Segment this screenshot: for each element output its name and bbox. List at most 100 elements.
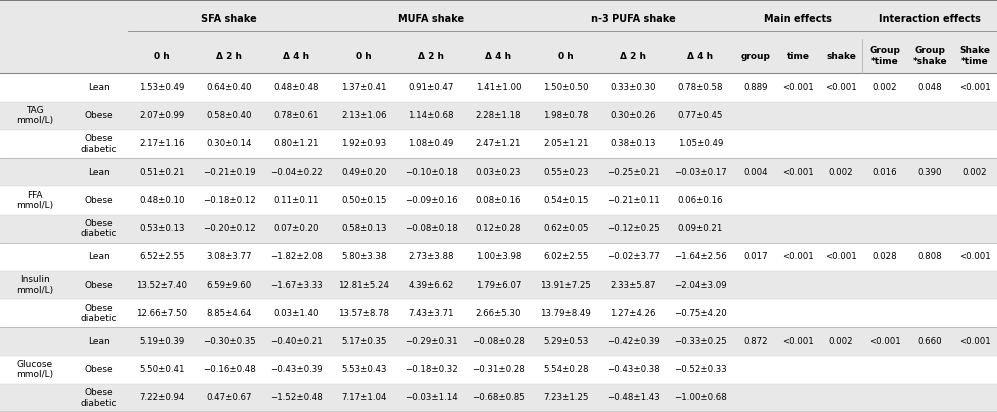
Text: 1.98±0.78: 1.98±0.78 xyxy=(543,111,588,120)
Text: −0.25±0.21: −0.25±0.21 xyxy=(607,168,660,177)
Text: 5.19±0.39: 5.19±0.39 xyxy=(140,337,184,346)
Text: −2.04±3.09: −2.04±3.09 xyxy=(674,281,727,290)
Text: 6.02±2.55: 6.02±2.55 xyxy=(543,252,588,261)
Text: 13.52±7.40: 13.52±7.40 xyxy=(137,281,187,290)
Text: <0.001: <0.001 xyxy=(959,83,990,92)
Text: 2.17±1.16: 2.17±1.16 xyxy=(140,140,184,148)
Text: <0.001: <0.001 xyxy=(959,252,990,261)
Bar xyxy=(0,186,997,215)
Text: Lean: Lean xyxy=(88,83,110,92)
Text: 0.38±0.13: 0.38±0.13 xyxy=(610,140,656,148)
Text: Obese: Obese xyxy=(85,111,113,120)
Text: −0.52±0.33: −0.52±0.33 xyxy=(674,365,727,374)
Text: <0.001: <0.001 xyxy=(783,337,815,346)
Text: Obese: Obese xyxy=(85,365,113,374)
Text: Δ 2 h: Δ 2 h xyxy=(216,52,242,61)
Text: 0.06±0.16: 0.06±0.16 xyxy=(678,196,723,205)
Text: 1.05±0.49: 1.05±0.49 xyxy=(678,140,723,148)
Text: Lean: Lean xyxy=(88,252,110,261)
Text: Insulin
mmol/L): Insulin mmol/L) xyxy=(16,275,53,295)
Text: shake: shake xyxy=(827,52,855,61)
Text: 2.28±1.18: 2.28±1.18 xyxy=(476,111,521,120)
Text: TAG
mmol/L): TAG mmol/L) xyxy=(16,106,53,126)
Text: 0 h: 0 h xyxy=(154,52,169,61)
Text: −1.82±2.08: −1.82±2.08 xyxy=(270,252,323,261)
Text: 0 h: 0 h xyxy=(558,52,573,61)
Text: 0.12±0.28: 0.12±0.28 xyxy=(476,224,521,233)
Text: 0.048: 0.048 xyxy=(917,83,942,92)
Text: Obese
diabetic: Obese diabetic xyxy=(81,388,117,407)
Text: 1.41±1.00: 1.41±1.00 xyxy=(476,83,521,92)
Text: Obese: Obese xyxy=(85,281,113,290)
Text: −0.18±0.32: −0.18±0.32 xyxy=(405,365,458,374)
Text: 1.14±0.68: 1.14±0.68 xyxy=(409,111,454,120)
Text: Obese
diabetic: Obese diabetic xyxy=(81,134,117,154)
Bar xyxy=(0,271,997,299)
Text: 0.54±0.15: 0.54±0.15 xyxy=(543,196,588,205)
Text: Interaction effects: Interaction effects xyxy=(878,14,981,24)
Text: 1.50±0.50: 1.50±0.50 xyxy=(543,83,588,92)
Text: 0.03±0.23: 0.03±0.23 xyxy=(476,168,521,177)
Text: 0.07±0.20: 0.07±0.20 xyxy=(274,224,319,233)
Text: 12.66±7.50: 12.66±7.50 xyxy=(137,309,187,318)
Text: Obese: Obese xyxy=(85,196,113,205)
Text: −0.29±0.31: −0.29±0.31 xyxy=(405,337,458,346)
Text: 0.64±0.40: 0.64±0.40 xyxy=(206,83,252,92)
Text: −0.03±1.14: −0.03±1.14 xyxy=(405,393,458,403)
Text: MUFA shake: MUFA shake xyxy=(398,14,465,24)
Text: −0.48±1.43: −0.48±1.43 xyxy=(607,393,660,403)
Bar xyxy=(0,328,997,356)
Text: 0.03±1.40: 0.03±1.40 xyxy=(274,309,319,318)
Bar xyxy=(0,102,997,130)
Text: 1.27±4.26: 1.27±4.26 xyxy=(610,309,656,318)
Text: −0.40±0.21: −0.40±0.21 xyxy=(270,337,323,346)
Text: 7.23±1.25: 7.23±1.25 xyxy=(543,393,588,403)
Text: 0.660: 0.660 xyxy=(917,337,942,346)
Text: 0.11±0.11: 0.11±0.11 xyxy=(274,196,319,205)
Text: −0.75±4.20: −0.75±4.20 xyxy=(674,309,727,318)
Text: −0.03±0.17: −0.03±0.17 xyxy=(674,168,727,177)
Text: 0.889: 0.889 xyxy=(743,83,768,92)
Text: 0.30±0.26: 0.30±0.26 xyxy=(610,111,656,120)
Text: 0.390: 0.390 xyxy=(917,168,942,177)
Text: 6.59±9.60: 6.59±9.60 xyxy=(206,281,252,290)
Text: −0.12±0.25: −0.12±0.25 xyxy=(607,224,660,233)
Bar xyxy=(0,356,997,384)
Text: <0.001: <0.001 xyxy=(826,83,856,92)
Text: 2.13±1.06: 2.13±1.06 xyxy=(341,111,387,120)
Text: −0.04±0.22: −0.04±0.22 xyxy=(270,168,323,177)
Text: Glucose
mmol/L): Glucose mmol/L) xyxy=(16,360,53,379)
Text: 1.92±0.93: 1.92±0.93 xyxy=(341,140,387,148)
Text: −0.43±0.38: −0.43±0.38 xyxy=(607,365,660,374)
Bar xyxy=(0,299,997,328)
Bar xyxy=(0,215,997,243)
Text: 7.43±3.71: 7.43±3.71 xyxy=(409,309,454,318)
Text: 0.48±0.10: 0.48±0.10 xyxy=(140,196,184,205)
Text: 5.80±3.38: 5.80±3.38 xyxy=(341,252,387,261)
Text: −0.08±0.18: −0.08±0.18 xyxy=(405,224,458,233)
Text: −0.20±0.12: −0.20±0.12 xyxy=(202,224,255,233)
Text: 0.49±0.20: 0.49±0.20 xyxy=(341,168,387,177)
Text: −0.43±0.39: −0.43±0.39 xyxy=(270,365,323,374)
Text: −0.21±0.19: −0.21±0.19 xyxy=(203,168,255,177)
Text: −1.67±3.33: −1.67±3.33 xyxy=(270,281,323,290)
Text: Obese
diabetic: Obese diabetic xyxy=(81,219,117,238)
Text: 2.66±5.30: 2.66±5.30 xyxy=(476,309,521,318)
Text: 0.016: 0.016 xyxy=(872,168,897,177)
Text: Lean: Lean xyxy=(88,168,110,177)
Text: 0.30±0.14: 0.30±0.14 xyxy=(206,140,252,148)
Text: −0.42±0.39: −0.42±0.39 xyxy=(607,337,659,346)
Text: Shake
*time: Shake *time xyxy=(959,46,990,66)
Text: 0.58±0.13: 0.58±0.13 xyxy=(341,224,387,233)
Text: 0.53±0.13: 0.53±0.13 xyxy=(140,224,184,233)
Text: −1.64±2.56: −1.64±2.56 xyxy=(674,252,727,261)
Text: 2.73±3.88: 2.73±3.88 xyxy=(409,252,454,261)
Text: 0.08±0.16: 0.08±0.16 xyxy=(476,196,521,205)
Text: Lean: Lean xyxy=(88,337,110,346)
Text: 0 h: 0 h xyxy=(356,52,372,61)
Text: −0.10±0.18: −0.10±0.18 xyxy=(405,168,458,177)
Text: 4.39±6.62: 4.39±6.62 xyxy=(409,281,454,290)
Text: Δ 2 h: Δ 2 h xyxy=(620,52,646,61)
Text: 0.55±0.23: 0.55±0.23 xyxy=(543,168,588,177)
Text: 0.91±0.47: 0.91±0.47 xyxy=(409,83,454,92)
